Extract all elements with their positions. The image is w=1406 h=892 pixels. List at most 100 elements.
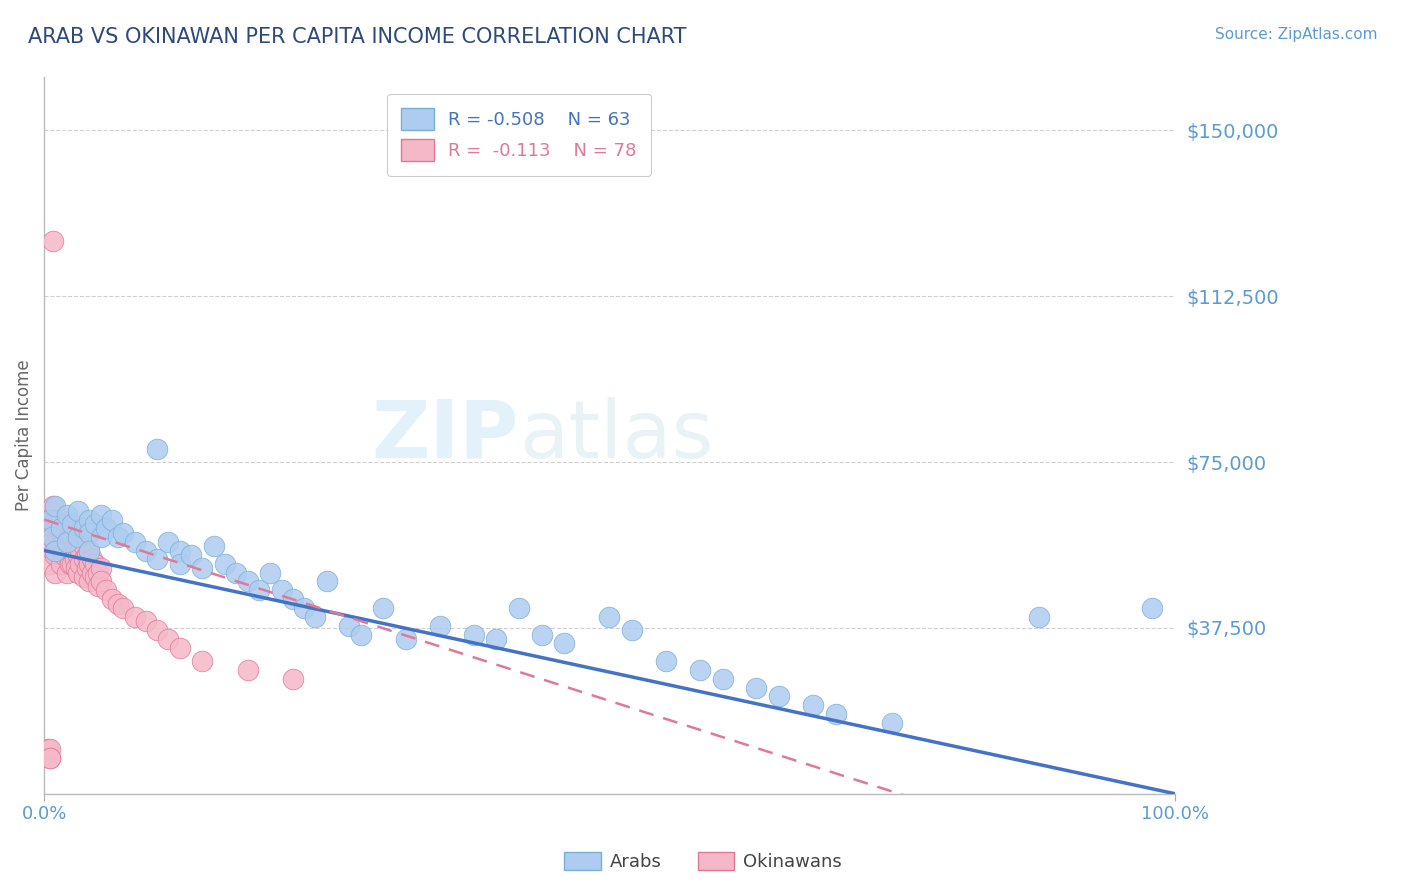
Point [124, 610, 146, 624]
Point [44, 543, 66, 558]
Point [84, 570, 107, 584]
Point [508, 601, 530, 615]
Point [60, 530, 83, 544]
Point [124, 534, 146, 549]
Point [58, 543, 80, 558]
Point [42, 234, 65, 248]
Point [38, 751, 60, 765]
Point [84, 516, 107, 531]
Point [49, 557, 72, 571]
Point [292, 601, 315, 615]
Point [169, 543, 191, 558]
Point [247, 583, 270, 598]
Point [52, 521, 75, 535]
Point [80, 566, 103, 580]
Point [101, 512, 124, 526]
Point [214, 557, 236, 571]
Point [79, 512, 101, 526]
Text: Source: ZipAtlas.com: Source: ZipAtlas.com [1215, 27, 1378, 42]
Point [87, 579, 110, 593]
Point [49, 512, 72, 526]
Point [79, 525, 101, 540]
Text: ARAB VS OKINAWAN PER CAPITA INCOME CORRELATION CHART: ARAB VS OKINAWAN PER CAPITA INCOME CORRE… [28, 27, 686, 46]
Point [63, 539, 86, 553]
Point [373, 601, 395, 615]
Point [37, 742, 59, 756]
Point [598, 610, 620, 624]
Point [225, 566, 247, 580]
Point [553, 636, 575, 650]
Point [146, 442, 169, 456]
Point [38, 512, 60, 526]
Point [48, 521, 70, 535]
Text: ZIP: ZIP [371, 397, 519, 475]
Point [112, 601, 135, 615]
Point [236, 663, 259, 677]
Point [73, 570, 96, 584]
Point [38, 543, 60, 558]
Point [281, 672, 304, 686]
Point [90, 530, 112, 544]
Point [53, 548, 76, 562]
Point [41, 521, 63, 535]
Point [112, 525, 135, 540]
Point [96, 583, 118, 598]
Point [135, 543, 157, 558]
Point [84, 557, 107, 571]
Point [655, 654, 678, 668]
Point [395, 632, 418, 646]
Point [157, 632, 180, 646]
Point [59, 539, 82, 553]
Point [53, 530, 76, 544]
Point [46, 530, 69, 544]
Point [146, 623, 169, 637]
Point [801, 698, 824, 713]
Point [270, 583, 292, 598]
Point [180, 548, 202, 562]
Text: atlas: atlas [519, 397, 713, 475]
Point [44, 512, 66, 526]
Point [66, 548, 89, 562]
Point [69, 557, 91, 571]
Point [38, 530, 60, 544]
Point [101, 592, 124, 607]
Point [59, 557, 82, 571]
Point [315, 574, 337, 589]
Legend: R = -0.508    N = 63, R =  -0.113    N = 78: R = -0.508 N = 63, R = -0.113 N = 78 [387, 94, 651, 176]
Point [73, 521, 96, 535]
Y-axis label: Per Capita Income: Per Capita Income [15, 359, 32, 511]
Point [44, 566, 66, 580]
Point [41, 534, 63, 549]
Point [90, 574, 112, 589]
Point [824, 707, 846, 722]
Point [65, 543, 87, 558]
Point [90, 561, 112, 575]
Point [202, 539, 225, 553]
Point [65, 561, 87, 575]
Point [79, 543, 101, 558]
Point [339, 618, 361, 632]
Point [79, 543, 101, 558]
Point [768, 690, 790, 704]
Point [44, 534, 66, 549]
Point [52, 539, 75, 553]
Point [463, 627, 485, 641]
Point [63, 552, 86, 566]
Point [80, 552, 103, 566]
Point [169, 557, 191, 571]
Point [745, 681, 768, 695]
Point [55, 548, 77, 562]
Point [304, 610, 326, 624]
Point [44, 500, 66, 514]
Point [55, 521, 77, 535]
Point [44, 521, 66, 535]
Legend: Arabs, Okinawans: Arabs, Okinawans [557, 845, 849, 879]
Point [281, 592, 304, 607]
Point [38, 557, 60, 571]
Point [66, 534, 89, 549]
Point [66, 566, 89, 580]
Point [48, 539, 70, 553]
Point [73, 539, 96, 553]
Point [58, 530, 80, 544]
Point [55, 534, 77, 549]
